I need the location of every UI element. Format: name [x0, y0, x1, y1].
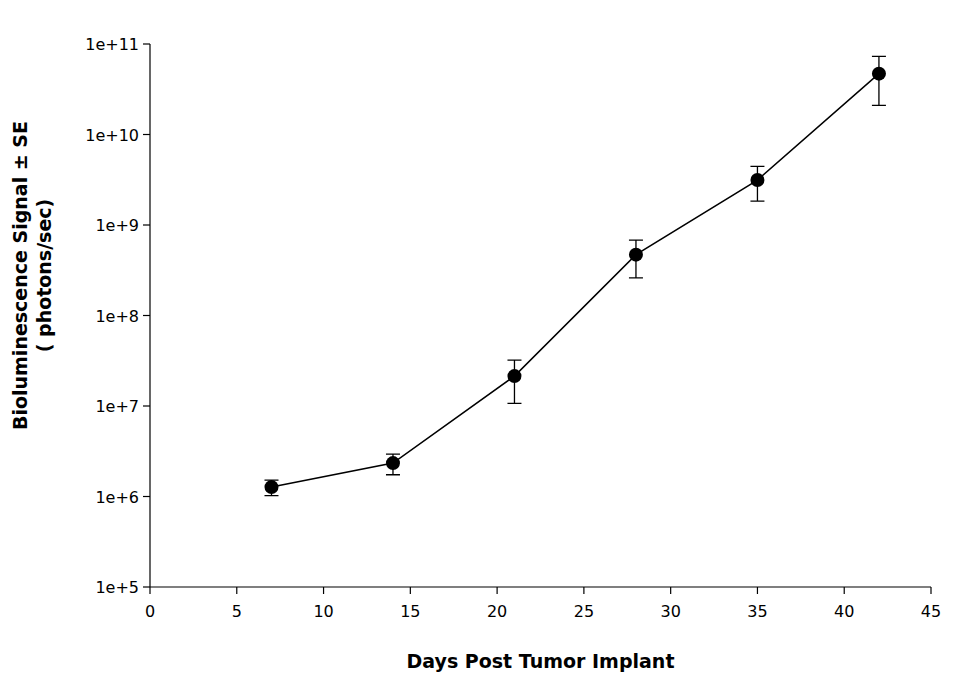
- y-tick: [143, 496, 150, 497]
- y-tick-label: 1e+9: [95, 216, 139, 235]
- x-tick: [410, 587, 411, 594]
- y-axis-label: Bioluminescence Signal ± SE: [9, 121, 31, 430]
- y-tick: [143, 315, 150, 316]
- error-bar: [750, 166, 764, 201]
- data-point: [507, 369, 521, 383]
- y-tick-label: 1e+6: [95, 488, 139, 507]
- x-tick: [930, 587, 931, 594]
- data-point: [629, 248, 643, 262]
- x-tick: [844, 587, 845, 594]
- y-tick-label: 1e+7: [95, 397, 139, 416]
- y-axis-label: ( photons/sec): [33, 199, 55, 353]
- data-point: [872, 67, 886, 81]
- x-tick: [497, 587, 498, 594]
- x-tick-label: 35: [747, 602, 767, 621]
- x-tick-label: 30: [660, 602, 680, 621]
- y-tick: [143, 134, 150, 135]
- x-tick-label: 40: [834, 602, 854, 621]
- y-tick: [143, 586, 150, 587]
- error-bar: [872, 56, 886, 105]
- x-tick-label: 20: [487, 602, 507, 621]
- x-tick-label: 15: [400, 602, 420, 621]
- y-tick-label: 1e+10: [85, 126, 139, 145]
- y-tick: [143, 43, 150, 44]
- x-tick-label: 0: [145, 602, 155, 621]
- y-tick-label: 1e+11: [85, 35, 139, 54]
- x-tick-label: 25: [574, 602, 594, 621]
- x-tick: [757, 587, 758, 594]
- x-tick-label: 5: [232, 602, 242, 621]
- data-point: [264, 480, 278, 494]
- y-tick: [143, 405, 150, 406]
- x-tick: [670, 587, 671, 594]
- y-tick: [143, 224, 150, 225]
- x-tick: [236, 587, 237, 594]
- plot-area: [264, 56, 885, 495]
- x-tick: [323, 587, 324, 594]
- y-tick-label: 1e+8: [95, 307, 139, 326]
- error-bar: [507, 360, 521, 403]
- error-bar: [386, 454, 400, 475]
- data-point: [386, 456, 400, 470]
- x-tick-label: 45: [921, 602, 941, 621]
- x-axis: [150, 586, 931, 587]
- error-bar: [264, 480, 278, 496]
- data-point: [750, 173, 764, 187]
- x-axis-label: Days Post Tumor Implant: [407, 650, 675, 672]
- error-bar: [629, 240, 643, 278]
- x-tick-label: 10: [313, 602, 333, 621]
- chart: 0 5 10 15 20 25 30 35 40 45 1e+5 1e+6 1e+7 1e+8 1e+9 1e…: [0, 0, 963, 680]
- data-line: [271, 74, 878, 487]
- y-tick-label: 1e+5: [95, 578, 139, 597]
- x-tick: [583, 587, 584, 594]
- x-tick: [149, 587, 150, 594]
